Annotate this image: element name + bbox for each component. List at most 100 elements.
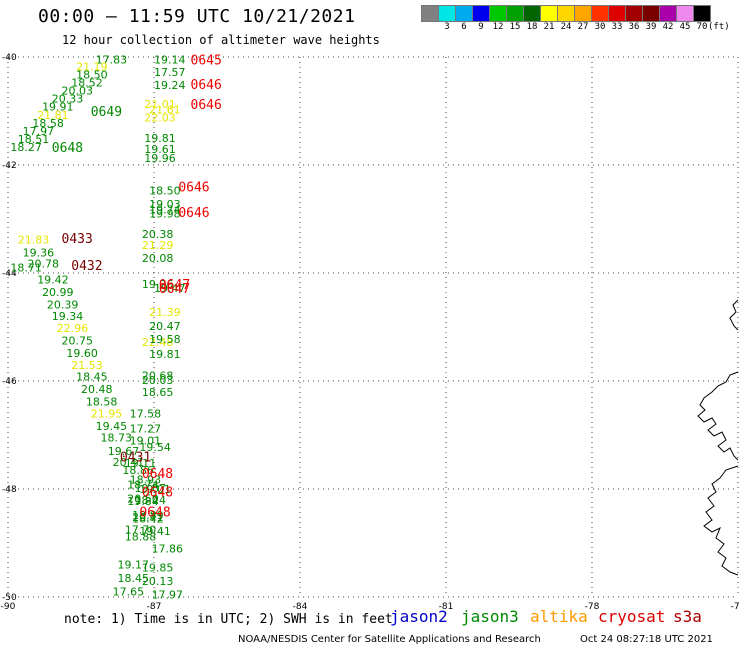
color-scale-tick: 18 bbox=[526, 22, 538, 32]
color-scale-tick: 33 bbox=[611, 22, 623, 32]
wave-height-label: 19.67 bbox=[108, 445, 139, 458]
legend-altika: altika bbox=[530, 607, 588, 626]
color-scale-bar bbox=[421, 5, 711, 22]
wave-height-label: 19.41 bbox=[139, 525, 171, 538]
wave-height-label: 20.13 bbox=[142, 575, 174, 588]
wave-height-label: 20.78 bbox=[27, 257, 59, 270]
x-tick-label: -75 bbox=[731, 602, 740, 612]
x-tick-label: -90 bbox=[1, 602, 16, 612]
y-tick-label: -50 bbox=[2, 593, 17, 603]
y-tick-label: -48 bbox=[2, 485, 17, 495]
wave-height-label: 19.03 bbox=[149, 198, 181, 211]
legend-jason2: jason2 bbox=[390, 607, 448, 626]
y-tick-label: -46 bbox=[2, 377, 17, 387]
wave-height-label: 19.26 bbox=[142, 278, 174, 291]
wave-height-label: 20.48 bbox=[81, 383, 113, 396]
wave-height-label: 18.45 bbox=[76, 371, 108, 384]
x-tick-label: -84 bbox=[293, 602, 308, 612]
wave-height-label: 22.96 bbox=[57, 322, 89, 335]
pass-time-label: 0649 bbox=[91, 105, 122, 120]
y-tick-label: -42 bbox=[2, 161, 17, 171]
wave-height-label: 19.84 bbox=[127, 495, 159, 508]
wave-height-label: 21.39 bbox=[149, 306, 181, 319]
wave-height-label: 19.81 bbox=[149, 348, 181, 361]
wave-height-label: 17.58 bbox=[130, 407, 162, 420]
wave-height-label: 21.01 bbox=[144, 98, 176, 111]
wave-height-label: 19.54 bbox=[139, 441, 171, 454]
color-scale-tick: 3 bbox=[444, 22, 450, 32]
wave-height-label: 19.11 bbox=[125, 457, 157, 470]
wave-height-label: 18.52 bbox=[71, 76, 103, 89]
wave-height-label: 18.65 bbox=[142, 386, 174, 399]
legend-cryosat: cryosat bbox=[598, 607, 666, 626]
wave-height-label: 21.61 bbox=[149, 103, 181, 116]
wave-height-label: 18.93 bbox=[130, 473, 162, 486]
wave-height-label: 20.39 bbox=[47, 298, 79, 311]
pass-time-label: 0648 bbox=[139, 506, 170, 521]
wave-height-label: 20.68 bbox=[142, 370, 174, 383]
wave-height-label: 19.01 bbox=[130, 434, 162, 447]
color-scale-tick: 12 bbox=[492, 22, 504, 32]
pass-time-label: 0433 bbox=[62, 232, 93, 247]
wave-height-label: 18.88 bbox=[125, 531, 157, 544]
pass-time-label: 0646 bbox=[191, 78, 222, 93]
color-scale-labels: 3 6 9 12 15 18 21 24 27 30 33 36 39 42 45 70 bbox=[422, 22, 732, 34]
wave-height-label: 17.97 bbox=[23, 125, 54, 138]
wave-height-label: 18.45 bbox=[118, 572, 150, 585]
x-tick-label: -87 bbox=[147, 602, 162, 612]
pass-time-label: 0645 bbox=[191, 54, 222, 69]
color-scale-tick: 9 bbox=[478, 22, 484, 32]
footnote: note: 1) Time is in UTC; 2) SWH is in fe… bbox=[64, 612, 393, 627]
wave-height-label: 18.50 bbox=[149, 184, 181, 197]
x-tick-label: -78 bbox=[585, 602, 600, 612]
wave-height-label: 19.42 bbox=[37, 273, 68, 286]
wave-height-label: 19.34 bbox=[52, 310, 84, 323]
wave-height-label: 22.48 bbox=[142, 336, 174, 349]
wave-height-label: 18.27 bbox=[10, 141, 42, 154]
color-scale-tick: 6 bbox=[461, 22, 467, 32]
wave-height-label: 20.99 bbox=[42, 286, 74, 299]
color-scale-tick: 45 bbox=[679, 22, 691, 32]
color-scale-tick: 39 bbox=[645, 22, 657, 32]
wave-height-label: 19.98 bbox=[149, 208, 181, 221]
wave-height-label: 18.71 bbox=[10, 262, 42, 275]
wave-height-label: 19.81 bbox=[144, 132, 176, 145]
wave-height-label: 20.50 bbox=[127, 493, 159, 506]
color-scale-tick: 27 bbox=[577, 22, 589, 32]
y-tick-label: -44 bbox=[2, 269, 17, 279]
wave-height-label: 17.65 bbox=[113, 586, 145, 599]
wave-height-label: 19.85 bbox=[142, 561, 174, 574]
wave-height-label: 20.03 bbox=[142, 374, 174, 387]
color-scale-tick: 30 bbox=[594, 22, 606, 32]
legend-jason3: jason3 bbox=[461, 607, 519, 626]
wave-height-label: 19.74 bbox=[149, 203, 181, 216]
color-scale-tick: 70 bbox=[696, 22, 708, 32]
pass-time-label: 0648 bbox=[52, 141, 83, 156]
wave-height-label: 19.36 bbox=[23, 246, 54, 259]
y-tick-label: -40 bbox=[2, 53, 17, 63]
color-scale-tick: 36 bbox=[628, 22, 640, 32]
wave-height-label: 20.41 bbox=[113, 456, 145, 469]
wave-height-label: 21.53 bbox=[71, 359, 103, 372]
pass-time-label: 0647 bbox=[159, 282, 190, 297]
color-scale-unit: (ft) bbox=[708, 22, 730, 32]
pass-time-label: 0648 bbox=[142, 486, 173, 501]
wave-height-label: 20.75 bbox=[62, 335, 94, 348]
wave-height-label: 18.58 bbox=[32, 117, 64, 130]
wave-height-label: 18.86 bbox=[122, 464, 154, 477]
wave-height-label: 18.42 bbox=[132, 513, 164, 526]
wave-height-label: 17.97 bbox=[152, 588, 184, 601]
wave-height-label: 22.03 bbox=[144, 111, 176, 124]
generated-timestamp: Oct 24 08:27:18 UTC 2021 bbox=[580, 634, 713, 645]
wave-height-label: 21.19 bbox=[76, 61, 108, 74]
wave-height-label: 20.71 bbox=[132, 511, 164, 524]
wave-height-label: 19.96 bbox=[144, 152, 176, 165]
wave-height-label: 19.45 bbox=[96, 420, 128, 433]
wave-height-label: 20.08 bbox=[142, 252, 174, 265]
wave-height-label: 19.60 bbox=[66, 347, 98, 360]
pass-time-label: 0646 bbox=[178, 206, 209, 221]
x-tick-label: -81 bbox=[439, 602, 454, 612]
wave-height-label: 18.89 bbox=[132, 509, 164, 522]
pass-time-label: 0432 bbox=[71, 259, 102, 274]
